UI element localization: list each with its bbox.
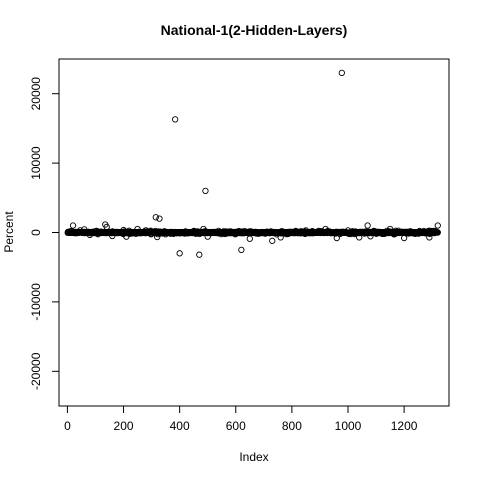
y-tick-label: 20000 xyxy=(29,77,43,111)
data-point xyxy=(434,229,441,236)
y-tick-label: 0 xyxy=(29,229,43,236)
data-point xyxy=(109,232,116,240)
x-axis-label: Index xyxy=(239,450,268,464)
data-point xyxy=(152,214,159,221)
data-point xyxy=(338,69,345,77)
data-point xyxy=(92,227,99,235)
data-point xyxy=(238,246,245,254)
y-axis-label: Percent xyxy=(2,211,16,253)
x-tick-label: 800 xyxy=(282,419,302,433)
data-point xyxy=(344,227,352,234)
data-point xyxy=(269,237,276,244)
data-point xyxy=(76,227,84,234)
data-point xyxy=(103,223,110,231)
data-point xyxy=(367,233,374,240)
data-point xyxy=(400,234,408,242)
data-point xyxy=(156,215,163,222)
data-points xyxy=(64,69,441,258)
data-point xyxy=(426,234,433,241)
data-point xyxy=(277,234,284,241)
data-point xyxy=(196,251,203,258)
data-point xyxy=(322,225,329,233)
data-point xyxy=(246,235,253,242)
y-tick-label: 10000 xyxy=(29,146,43,180)
x-tick-label: 400 xyxy=(170,419,190,433)
x-tick-label: 1000 xyxy=(335,419,362,433)
x-tick-label: 200 xyxy=(114,419,134,433)
x-axis: 0 200 400 600 800 1000 1200 xyxy=(64,405,418,433)
data-point xyxy=(356,234,363,241)
data-point xyxy=(176,250,183,257)
x-tick-label: 1200 xyxy=(391,419,418,433)
y-tick-label: -20000 xyxy=(29,352,43,390)
data-point xyxy=(204,233,211,240)
data-point xyxy=(172,116,179,123)
data-point xyxy=(142,227,150,234)
data-point xyxy=(134,225,141,233)
data-point xyxy=(202,187,209,195)
x-tick-label: 0 xyxy=(64,419,71,433)
data-point xyxy=(200,225,207,233)
data-point xyxy=(333,234,340,242)
chart-title: National-1(2-Hidden-Layers) xyxy=(161,22,348,38)
data-point xyxy=(302,227,310,234)
data-point xyxy=(154,233,161,241)
data-point xyxy=(86,231,94,239)
data-point xyxy=(81,226,88,233)
data-point xyxy=(364,222,371,229)
y-axis: -20000 -10000 0 10000 20000 xyxy=(29,77,60,390)
y-tick-label: -10000 xyxy=(29,283,43,321)
x-tick-label: 600 xyxy=(226,419,246,433)
data-point xyxy=(123,233,130,240)
data-point xyxy=(386,225,394,233)
data-point xyxy=(120,226,127,234)
data-point xyxy=(434,222,441,229)
data-point xyxy=(69,222,77,229)
